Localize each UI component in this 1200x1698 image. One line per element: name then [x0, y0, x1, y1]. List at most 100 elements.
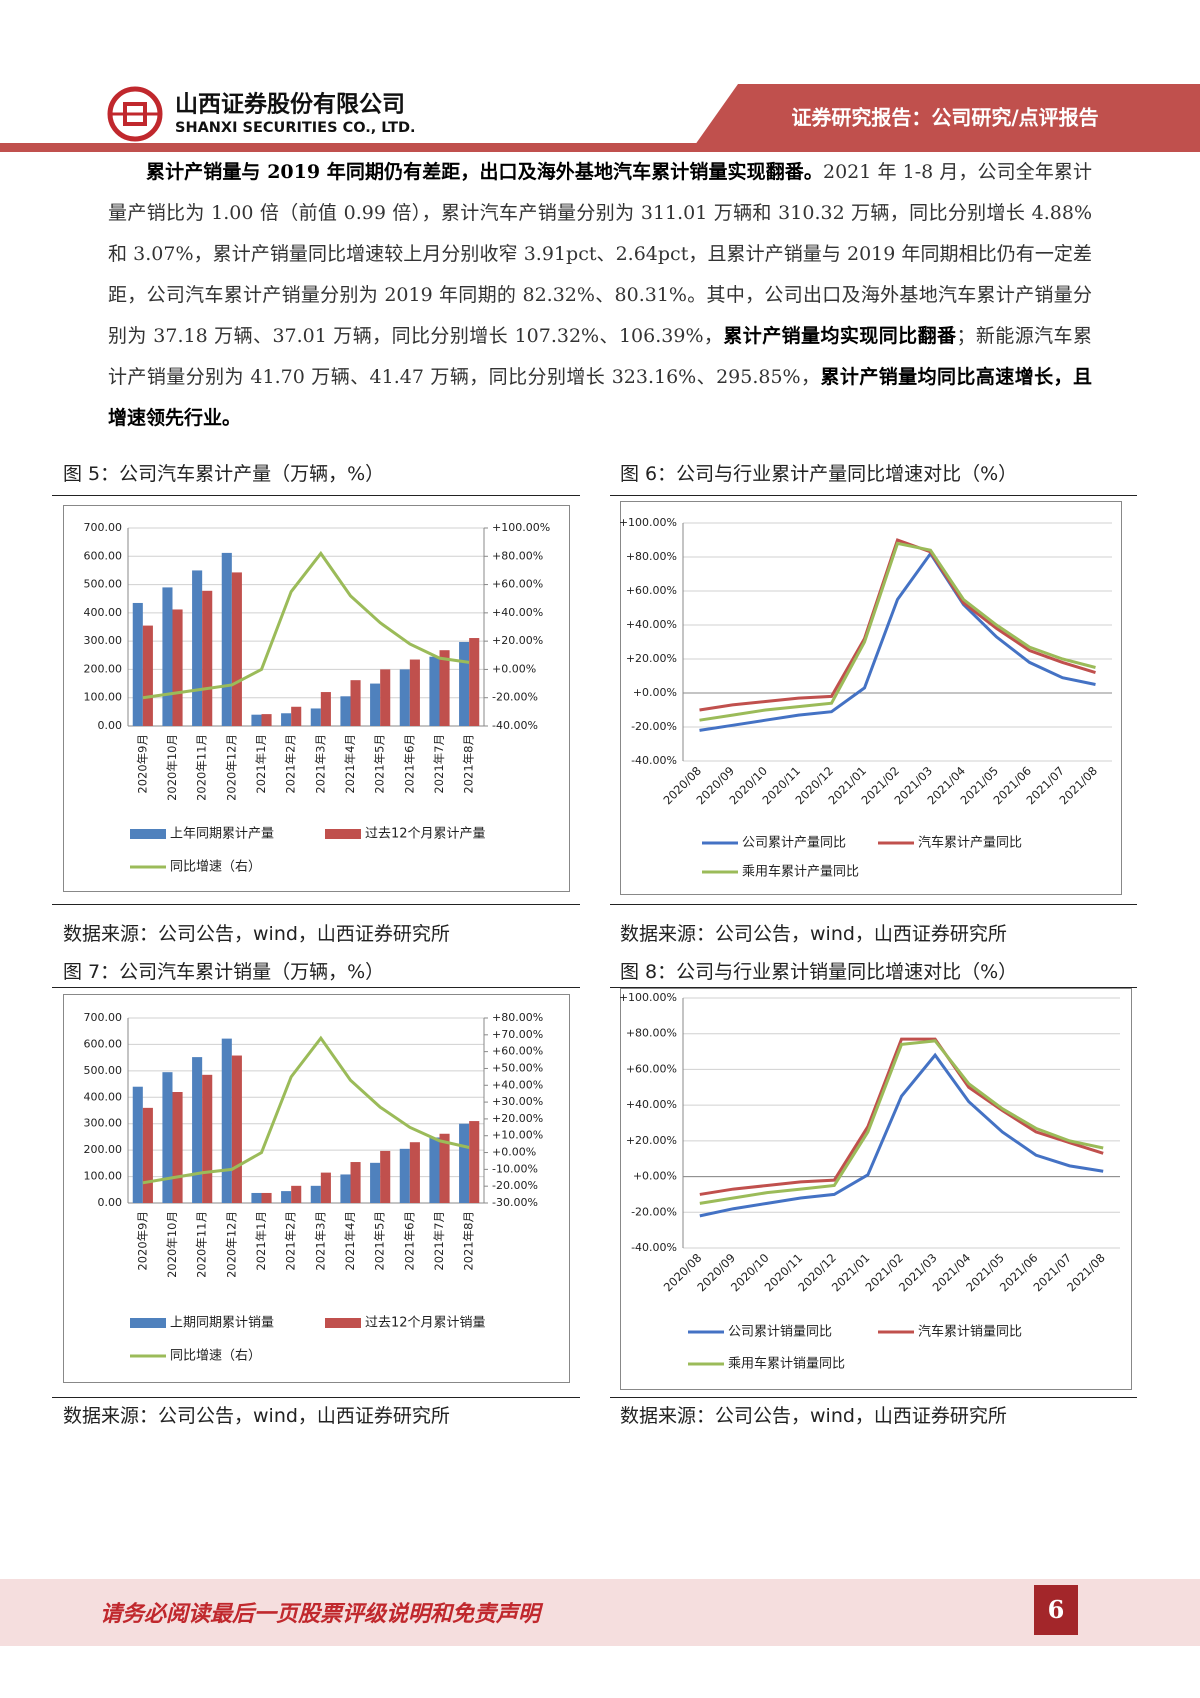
y-tick-label: +40.00%: [626, 1098, 677, 1111]
legend-label: 过去12个月累计销量: [365, 1316, 486, 1331]
x-tick-label: 2021年3月: [313, 1211, 327, 1271]
figure-caption: 图 5：公司汽车累计产量（万辆，%）: [63, 463, 385, 485]
logo: [107, 86, 163, 142]
bar: [192, 570, 203, 726]
y-tick-label: -20.00%: [631, 720, 677, 733]
legend-label: 上年同期累计产量: [170, 827, 274, 842]
y-tick-label: 0.00: [98, 1196, 123, 1209]
legend-label: 汽车累计产量同比: [918, 835, 1022, 851]
line-series: [142, 550, 470, 700]
legend-label: 同比增速（右）: [170, 860, 261, 875]
bar: [399, 1148, 410, 1203]
chart-frame: [620, 988, 1132, 1390]
x-tick-label: 2021年8月: [462, 734, 476, 794]
x-tick-label: 2021年2月: [284, 734, 298, 794]
line-series: [699, 1037, 1104, 1196]
bar: [370, 683, 381, 726]
bar: [340, 1174, 351, 1203]
x-tick-label: 2021年1月: [254, 734, 268, 794]
y-tick-label: +100.00%: [620, 516, 677, 529]
line-series: [699, 1052, 1104, 1218]
y-tick-label: +0.00%: [633, 1170, 677, 1183]
y-tick-label: 400.00: [84, 606, 123, 619]
y2-tick-label: +40.00%: [492, 1078, 543, 1091]
bar: [340, 696, 351, 726]
chart-frame: [620, 501, 1122, 895]
y2-tick-label: -40.00%: [492, 719, 538, 732]
bar: [350, 680, 361, 726]
x-tick-label: 2021年5月: [373, 1211, 387, 1271]
legend-label: 乘用车累计产量同比: [742, 864, 859, 880]
y2-tick-label: +0.00%: [492, 662, 536, 675]
bar: [370, 1162, 381, 1203]
figure-source: 数据来源：公司公告，wind，山西证券研究所: [63, 1405, 450, 1427]
y2-tick-label: -20.00%: [492, 1179, 538, 1192]
x-tick-label: 2021年5月: [373, 734, 387, 794]
paragraph: 累计产销量与 2019 年同期仍有差距，出口及海外基地汽车累计销量实现翻番。20…: [108, 152, 1092, 439]
y2-tick-label: +60.00%: [492, 1045, 543, 1058]
y-tick-label: 400.00: [84, 1090, 123, 1103]
y2-tick-label: +100.00%: [492, 521, 550, 534]
y2-tick-label: +60.00%: [492, 578, 543, 591]
legend-label: 过去12个月累计产量: [365, 827, 486, 842]
legend-label: 上期同期累计销量: [170, 1316, 274, 1331]
bar: [172, 1092, 183, 1203]
bar: [132, 1086, 143, 1203]
figure-source: 数据来源：公司公告，wind，山西证券研究所: [620, 923, 1007, 945]
bar: [221, 1038, 232, 1203]
header-tab: [690, 84, 1200, 152]
y-tick-label: 300.00: [84, 634, 123, 647]
x-tick-label: 2020年11月: [195, 734, 209, 801]
x-tick-label: 2021年7月: [432, 734, 446, 794]
rule: [610, 495, 1137, 496]
legend-label: 公司累计销量同比: [728, 1325, 832, 1340]
x-tick-label: 2021年8月: [462, 1211, 476, 1271]
x-tick-label: 2020年12月: [224, 734, 238, 801]
chart-frame: [63, 505, 570, 892]
chart: 0.00 100.00 200.00 300.00 400.00 500.00 600.00…: [63, 994, 570, 1383]
y-tick-label: 300.00: [84, 1117, 123, 1130]
disclaimer: 请务必阅读最后一页股票评级说明和免责声明: [100, 1601, 541, 1627]
y2-tick-label: -30.00%: [492, 1196, 538, 1209]
y-tick-label: +20.00%: [626, 652, 677, 665]
bar: [221, 552, 232, 726]
rule: [610, 1397, 1137, 1398]
y-tick-label: 100.00: [84, 1170, 123, 1183]
x-tick-label: 2021年1月: [254, 1211, 268, 1271]
legend-label: 同比增速（右）: [170, 1349, 261, 1364]
x-tick-label: 2020年9月: [135, 1211, 149, 1271]
rule: [52, 987, 580, 988]
y-tick-label: 700.00: [84, 1011, 123, 1024]
bar: [142, 1107, 153, 1203]
footer-band: [0, 1579, 1200, 1646]
bar: [399, 669, 410, 726]
y-tick-label: +80.00%: [626, 550, 677, 563]
bar: [172, 609, 183, 726]
bar: [320, 692, 331, 726]
legend-label: 公司累计产量同比: [742, 836, 846, 851]
text-run: 累计产销量均实现同比翻番: [723, 325, 957, 347]
bar: [231, 572, 242, 726]
rule: [52, 495, 580, 496]
y-tick-label: -40.00%: [631, 754, 677, 767]
y-tick-label: +100.00%: [620, 991, 677, 1004]
y-tick-label: -20.00%: [631, 1205, 677, 1218]
legend-swatch: [325, 1318, 361, 1328]
bar: [192, 1057, 203, 1203]
x-tick-label: 2021年4月: [343, 1211, 357, 1271]
header: 山西证券股份有限公司 SHANXI SECURITIES CO., LTD. 证…: [0, 84, 1200, 152]
y2-tick-label: +20.00%: [492, 1112, 543, 1125]
rule: [52, 1397, 580, 1398]
figure-source: 数据来源：公司公告，wind，山西证券研究所: [63, 923, 450, 945]
y-tick-label: -40.00%: [631, 1241, 677, 1254]
y-tick-label: 600.00: [84, 1037, 123, 1050]
x-tick-label: 2021年6月: [402, 734, 416, 794]
legend-swatch: [130, 829, 166, 839]
bar: [291, 706, 302, 726]
bar: [380, 669, 391, 726]
bar: [380, 1150, 391, 1203]
y-tick-label: 100.00: [84, 691, 123, 704]
y-tick-label: 200.00: [84, 662, 123, 675]
y-tick-label: +60.00%: [626, 1062, 677, 1075]
